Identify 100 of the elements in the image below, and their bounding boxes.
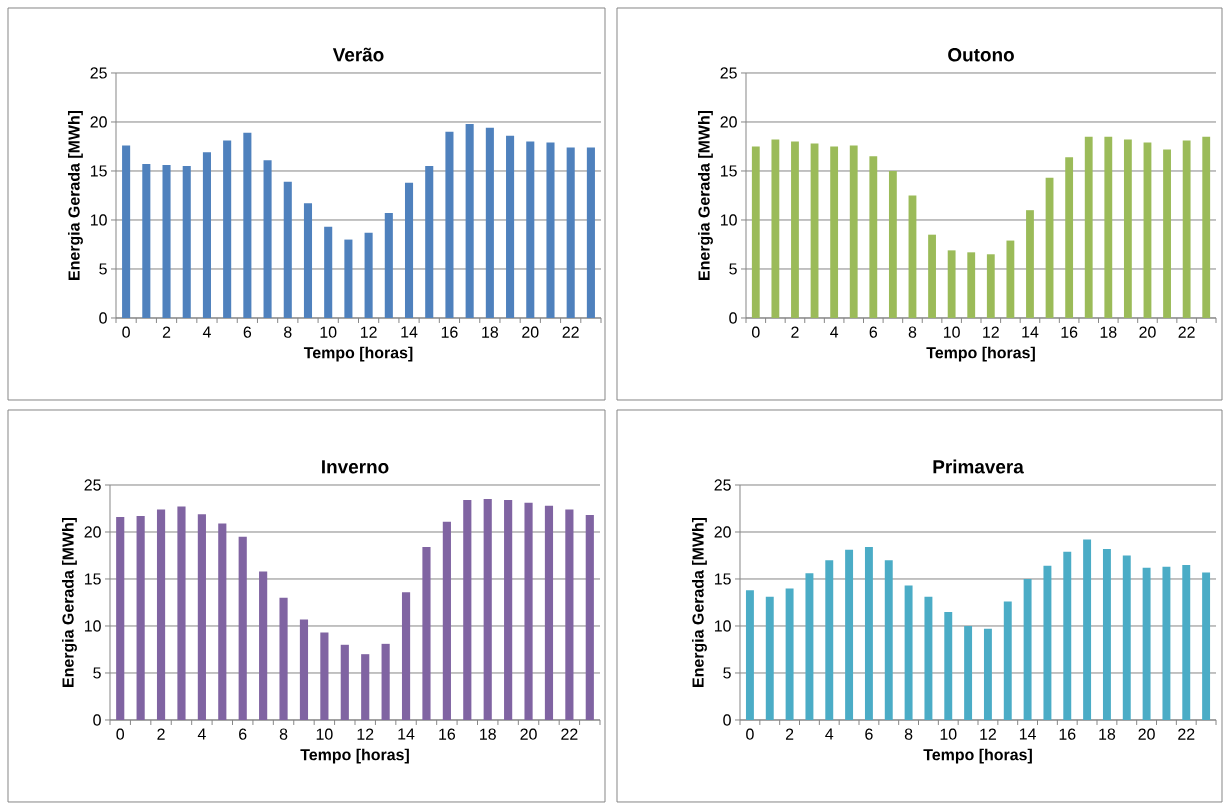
x-tick-label: 22	[1178, 728, 1195, 740]
bar	[279, 597, 288, 720]
bar	[869, 156, 878, 318]
bar	[463, 500, 472, 720]
x-axis-title: Tempo [horas]	[926, 346, 1035, 362]
x-tick-label: 6	[239, 728, 247, 740]
y-tick-label: 10	[714, 620, 731, 632]
bar	[566, 147, 575, 318]
bar	[381, 643, 390, 720]
bar	[1083, 539, 1092, 720]
x-tick-label: 8	[284, 326, 292, 338]
x-tick-label: 12	[980, 728, 996, 740]
y-tick-label: 25	[714, 479, 731, 491]
x-axis-title: Tempo [horas]	[923, 748, 1032, 764]
y-tick-label: 25	[90, 67, 107, 79]
bar	[344, 239, 353, 318]
y-tick-label: 5	[99, 263, 107, 275]
bar	[483, 499, 492, 720]
bar	[805, 573, 814, 720]
y-tick-label: 25	[84, 479, 101, 491]
x-tick-label: 16	[439, 728, 456, 740]
y-tick-label: 0	[723, 714, 731, 726]
x-tick-label: 14	[398, 728, 415, 740]
bar	[546, 142, 555, 318]
chart-title: Inverno	[322, 460, 389, 474]
bar	[1122, 555, 1131, 720]
x-tick-label: 20	[520, 728, 537, 740]
bar	[442, 521, 451, 720]
bar	[340, 644, 349, 720]
bar	[1006, 240, 1015, 318]
bar	[320, 632, 329, 720]
x-tick-label: 16	[1059, 728, 1076, 740]
y-tick-label: 15	[90, 165, 107, 177]
bar	[177, 506, 186, 720]
x-tick-label: 4	[197, 728, 206, 740]
bar	[422, 547, 431, 720]
bar	[849, 145, 858, 318]
x-tick-label: 10	[943, 326, 960, 338]
bar	[544, 505, 554, 720]
bar	[1043, 565, 1052, 720]
y-tick-label: 20	[90, 116, 107, 128]
x-tick-label: 2	[785, 728, 794, 740]
bar	[924, 596, 933, 720]
bar	[944, 611, 953, 720]
y-tick-label: 10	[84, 620, 101, 632]
x-tick-label: 2	[162, 326, 171, 338]
x-tick-label: 22	[1178, 326, 1195, 338]
bar	[967, 252, 976, 318]
bar	[825, 560, 834, 720]
bar	[524, 502, 533, 720]
y-tick-label: 15	[720, 165, 737, 177]
bar	[465, 123, 474, 318]
bar	[1065, 157, 1074, 318]
bar	[1202, 136, 1211, 318]
bar	[299, 619, 309, 720]
bar	[156, 509, 166, 720]
chart-title: Verão	[332, 47, 384, 62]
bar	[1084, 136, 1093, 318]
y-tick-label: 0	[93, 714, 101, 726]
y-tick-label: 20	[720, 116, 737, 128]
y-axis-title: Energia Gerada [MWh]	[698, 110, 713, 280]
bar	[361, 654, 370, 720]
x-tick-label: 22	[562, 326, 579, 338]
x-tick-label: 10	[320, 326, 337, 338]
bar	[565, 509, 574, 720]
x-tick-label: 18	[482, 326, 499, 338]
x-tick-label: 14	[1022, 326, 1039, 338]
bar	[1102, 548, 1111, 720]
bar	[986, 254, 995, 318]
bar	[964, 625, 973, 720]
bar	[1063, 551, 1072, 720]
bar	[238, 536, 247, 720]
y-tick-label: 15	[84, 573, 101, 585]
bar	[791, 141, 799, 318]
bar	[585, 515, 594, 720]
bar	[983, 628, 992, 720]
bar	[142, 164, 151, 318]
bar	[223, 140, 232, 318]
chart-title: Outono	[948, 48, 1014, 62]
x-tick-label: 10	[940, 728, 957, 740]
x-axis-title: Tempo [horas]	[300, 748, 409, 764]
x-tick-label: 12	[983, 326, 999, 338]
bar	[765, 596, 774, 720]
x-axis-title: Tempo [horas]	[303, 346, 413, 362]
x-tick-label: 16	[1061, 326, 1078, 338]
y-tick-label: 5	[93, 667, 101, 679]
bar	[1104, 136, 1113, 318]
x-tick-label: 20	[1139, 326, 1156, 338]
bar	[122, 145, 131, 318]
bar	[751, 146, 760, 318]
bar	[162, 165, 171, 318]
chart-title: Primavera	[933, 459, 1024, 474]
bar	[263, 160, 272, 318]
x-tick-label: 18	[480, 728, 496, 740]
x-tick-label: 0	[116, 728, 125, 740]
bar	[1182, 140, 1191, 318]
bar	[197, 514, 206, 720]
bar	[1026, 210, 1034, 318]
bar	[1162, 566, 1171, 720]
bar	[136, 516, 145, 720]
